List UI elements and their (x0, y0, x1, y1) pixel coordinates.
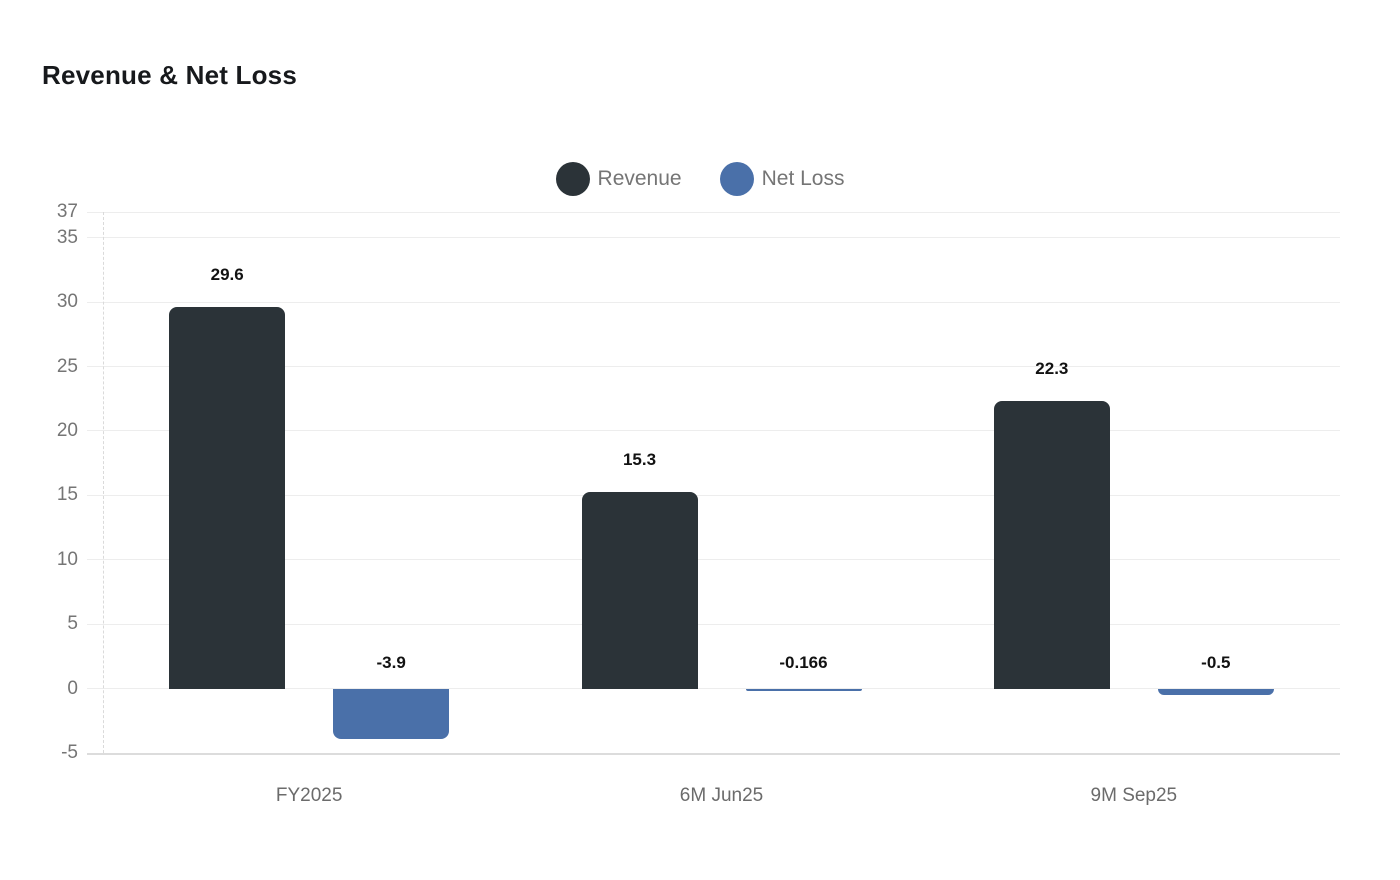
x-axis-label: 9M Sep25 (1090, 785, 1178, 806)
net-loss-swatch-icon (719, 162, 754, 196)
y-axis-tick-label: 0 (67, 677, 78, 699)
legend-item-revenue[interactable]: Revenue (555, 162, 682, 196)
bar-net-loss-fy2025[interactable] (333, 688, 450, 739)
bar-value-label: 15.3 (622, 449, 657, 469)
bar-net-loss-6m-jun25[interactable] (745, 688, 862, 691)
bar-net-loss-9m-sep25[interactable] (1157, 688, 1274, 696)
gridline (87, 494, 1340, 496)
y-axis-tick-label: 15 (56, 484, 78, 506)
gridline (87, 752, 1340, 755)
legend-item-net-loss[interactable]: Net Loss (719, 162, 845, 196)
gridline (87, 688, 1340, 690)
bar-revenue-9m-sep25[interactable] (993, 401, 1110, 689)
bar-value-label: -3.9 (376, 652, 406, 672)
x-axis-label: FY2025 (275, 785, 343, 806)
y-axis-tick-label: 35 (56, 226, 78, 248)
legend-label-revenue: Revenue (597, 167, 682, 190)
gridline (87, 237, 1340, 239)
legend: Revenue Net Loss (0, 162, 1400, 196)
x-axis-label: 6M Jun25 (679, 785, 764, 806)
y-axis-line (103, 212, 104, 753)
y-axis-tick-label: 25 (56, 355, 78, 377)
revenue-swatch-icon (555, 162, 590, 196)
y-axis-tick-label: -5 (61, 742, 78, 763)
gridline (87, 301, 1340, 303)
gridline (87, 623, 1340, 625)
y-axis-tick-label: 37 (56, 201, 78, 222)
bar-value-label: 22.3 (1035, 359, 1069, 379)
bar-revenue-6m-jun25[interactable] (581, 491, 698, 689)
legend-label-net-loss: Net Loss (761, 167, 845, 190)
chart-title: Revenue & Net Loss (42, 60, 298, 90)
gridline (87, 430, 1340, 432)
bar-value-label: -0.166 (779, 652, 828, 672)
y-axis-tick-label: 5 (67, 613, 78, 635)
y-axis-tick-label: 10 (56, 548, 78, 570)
bar-value-label: 29.6 (210, 265, 244, 285)
gridline (87, 211, 1340, 213)
bar-revenue-fy2025[interactable] (169, 307, 286, 689)
gridline (87, 366, 1340, 368)
gridline (87, 559, 1340, 561)
y-axis-tick-label: 20 (56, 419, 78, 441)
bar-value-label: -0.5 (1201, 652, 1231, 672)
y-axis-tick-label: 30 (56, 291, 78, 313)
